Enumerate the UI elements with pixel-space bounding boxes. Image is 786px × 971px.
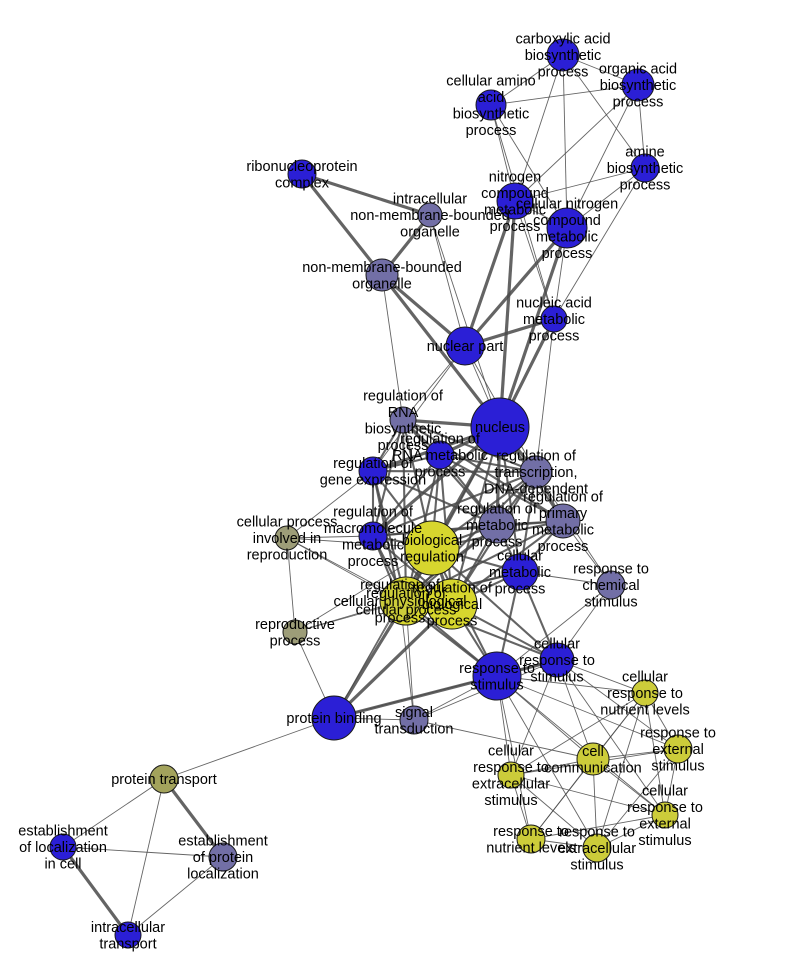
svg-text:protein binding: protein binding bbox=[286, 711, 381, 727]
svg-text:protein transport: protein transport bbox=[111, 772, 217, 788]
svg-text:nuclear part: nuclear part bbox=[427, 339, 504, 355]
svg-text:nucleus: nucleus bbox=[475, 420, 525, 436]
